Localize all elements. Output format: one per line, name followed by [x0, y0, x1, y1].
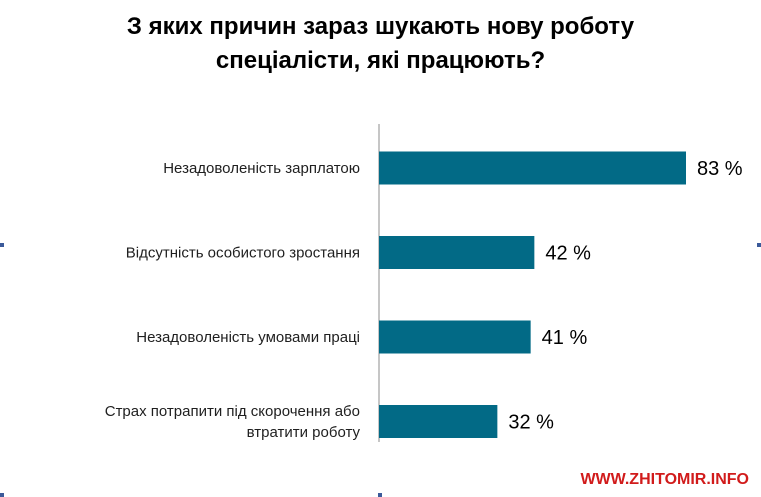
chart-title-line-1: З яких причин зараз шукають нову роботу [126, 13, 635, 40]
bar-3 [379, 320, 531, 354]
corner-mark-right [757, 243, 761, 247]
bar-2 [379, 236, 535, 269]
chart-title-line-2: спеціалісти, які працюють? [215, 47, 546, 74]
category-label-2-line-1: Відсутність особистого зростання [126, 245, 360, 262]
corner-mark-left [0, 243, 4, 247]
category-label-2: Відсутність особистого зростання [126, 245, 360, 262]
category-labels-group: Незадоволеність зарплатою Відсутність осо… [105, 160, 361, 441]
category-label-4-line-2: втратити роботу [247, 424, 361, 441]
value-label-4: 32 % [508, 412, 554, 434]
bars-group [379, 151, 686, 438]
bar-4 [379, 405, 498, 438]
value-label-1: 83 % [697, 158, 743, 180]
corner-mark-bottom-left [0, 493, 4, 497]
category-label-3: Незадоволеність умовами праці [136, 329, 360, 346]
corner-mark-bottom-center [378, 493, 382, 497]
category-label-1: Незадоволеність зарплатою [163, 160, 360, 177]
value-label-2: 42 % [545, 243, 591, 265]
category-label-1-line-1: Незадоволеність зарплатою [163, 160, 360, 177]
category-label-3-line-1: Незадоволеність умовами праці [136, 329, 360, 346]
value-label-3: 41 % [542, 327, 588, 349]
bar-1 [379, 151, 686, 185]
watermark-text: WWW.ZHITOMIR.INFO [580, 471, 749, 488]
value-labels-group: 83 % 42 % 41 % 32 % [508, 158, 742, 434]
category-label-4-line-1: Страх потрапити під скорочення або [105, 403, 360, 420]
category-label-4: Страх потрапити під скорочення або втрати… [105, 403, 361, 441]
chart-title: З яких причин зараз шукають нову роботу … [0, 10, 761, 78]
